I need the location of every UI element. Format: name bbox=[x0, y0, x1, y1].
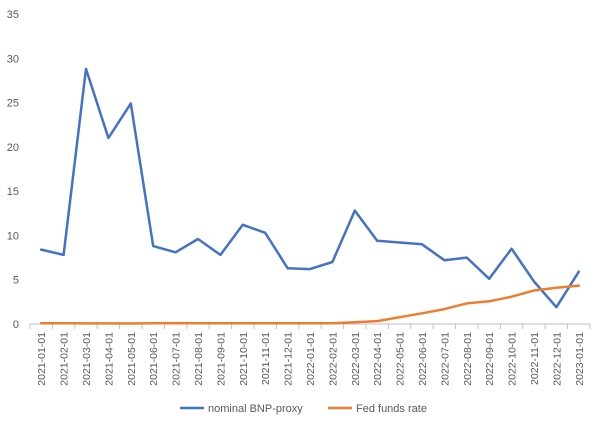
x-tick-label: 2022-02-01 bbox=[327, 332, 339, 386]
y-tick-label: 25 bbox=[7, 98, 19, 110]
x-tick-label: 2021-09-01 bbox=[215, 332, 227, 386]
x-tick-label: 2021-01-01 bbox=[36, 332, 48, 386]
x-tick-label: 2021-02-01 bbox=[59, 332, 71, 386]
legend: nominal BNP-proxy Fed funds rate bbox=[180, 403, 427, 415]
x-tick-label: 2022-09-01 bbox=[484, 332, 496, 386]
x-tick-label: 2021-03-01 bbox=[81, 332, 93, 386]
y-tick-label: 35 bbox=[7, 9, 19, 21]
x-tick-label: 2021-05-01 bbox=[126, 332, 138, 386]
legend-label: Fed funds rate bbox=[356, 403, 427, 415]
y-tick-label: 20 bbox=[7, 142, 19, 154]
x-tick-label: 2023-01-01 bbox=[574, 332, 586, 386]
legend-label: nominal BNP-proxy bbox=[208, 403, 303, 415]
x-tick-label: 2022-01-01 bbox=[305, 332, 317, 386]
x-tick-label: 2021-11-01 bbox=[260, 332, 272, 385]
x-tick-label: 2022-07-01 bbox=[439, 332, 451, 386]
series-line-bnp-proxy bbox=[39, 67, 581, 309]
y-tick-label: 30 bbox=[7, 53, 19, 65]
x-tick-label: 2022-08-01 bbox=[462, 332, 474, 386]
legend-item: Fed funds rate bbox=[328, 403, 427, 415]
legend-item: nominal BNP-proxy bbox=[180, 403, 303, 415]
y-tick-label: 15 bbox=[7, 186, 19, 198]
x-tick-label: 2021-04-01 bbox=[103, 332, 115, 386]
x-tick-label: 2022-11-01 bbox=[529, 332, 541, 385]
y-tick-label: 10 bbox=[7, 230, 19, 242]
y-tick-label: 0 bbox=[13, 319, 19, 331]
series-lines bbox=[39, 67, 581, 325]
x-tick-label: 2022-12-01 bbox=[551, 332, 563, 386]
x-tick-label: 2021-08-01 bbox=[193, 332, 205, 386]
x-tick-label: 2021-10-01 bbox=[238, 332, 250, 386]
x-tick-label: 2021-12-01 bbox=[283, 332, 295, 386]
y-tick-label: 5 bbox=[13, 275, 19, 287]
x-tick-label: 2021-06-01 bbox=[148, 332, 160, 386]
axes: 0 5 10 15 20 25 30 35 2021-01-01 2021-02-01 2021-0… bbox=[7, 9, 591, 386]
series-line-fed-funds-rate bbox=[39, 284, 581, 325]
x-tick-label: 2022-10-01 bbox=[507, 332, 519, 386]
x-tick-label: 2022-03-01 bbox=[350, 332, 362, 386]
x-tick-label: 2022-04-01 bbox=[372, 332, 384, 386]
x-tick-label: 2022-05-01 bbox=[395, 332, 407, 386]
x-tick-label: 2022-06-01 bbox=[417, 332, 429, 386]
x-tick-label: 2021-07-01 bbox=[171, 332, 183, 386]
